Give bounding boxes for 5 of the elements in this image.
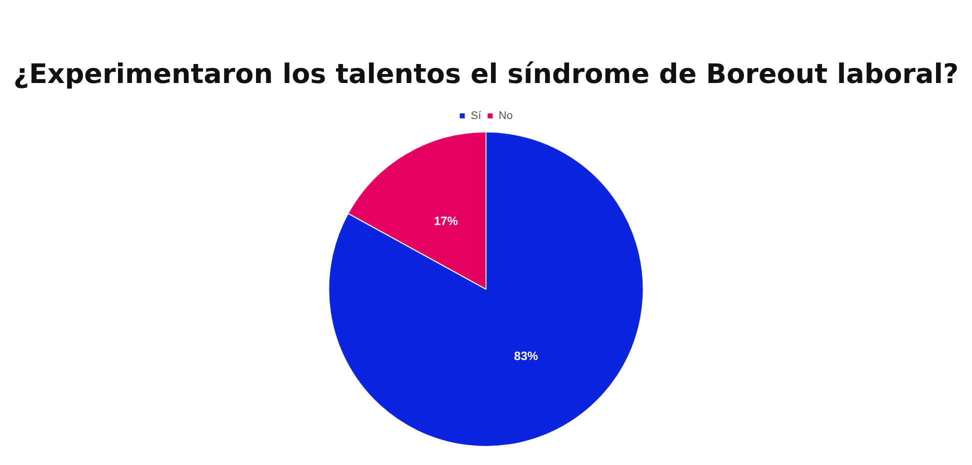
data-label: 83% xyxy=(514,349,538,364)
legend-label: Sí xyxy=(470,110,482,122)
chart-title: ¿Experimentaron los talentos el síndrome de Boreout laboral? xyxy=(13,59,959,90)
data-label: 17% xyxy=(434,214,458,228)
legend-label: No xyxy=(498,110,513,122)
